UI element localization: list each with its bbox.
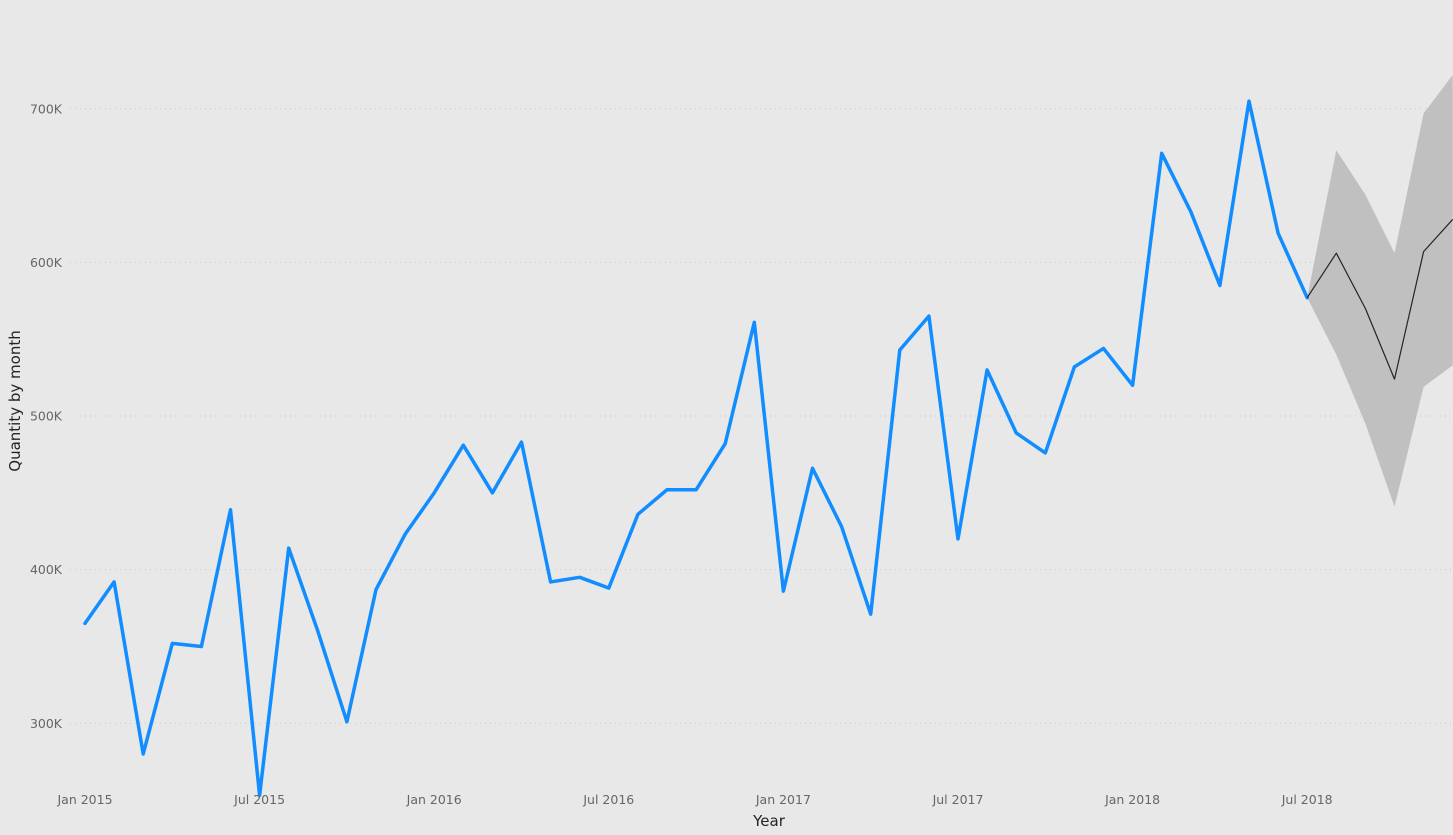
x-tick-label: Jul 2017 [932, 792, 984, 807]
x-tick-label: Jul 2016 [582, 792, 634, 807]
series-layer [83, 99, 1309, 798]
x-axis-ticks: Jan 2015 Jul 2015 Jan 2016 Jul 2016 Jan 2017… [56, 792, 1332, 807]
confidence-band [1307, 74, 1453, 507]
y-tick-label: 400K [30, 562, 63, 577]
y-tick-label: 600K [30, 255, 63, 270]
y-axis-ticks: 300K 400K 500K 600K 700K [30, 101, 63, 730]
x-axis-title: Year [752, 812, 786, 830]
x-tick-label: Jul 2015 [233, 792, 285, 807]
forecast-layer [1306, 218, 1453, 380]
y-axis-title: Quantity by month [6, 330, 24, 471]
y-tick-label: 700K [30, 101, 63, 116]
x-tick-label: Jan 2016 [406, 792, 462, 807]
series-line [83, 99, 1309, 798]
y-tick-label: 300K [30, 716, 63, 731]
forecast-line [1306, 218, 1453, 380]
gridlines [70, 108, 1453, 724]
x-tick-label: Jan 2018 [1104, 792, 1160, 807]
x-tick-label: Jul 2018 [1281, 792, 1333, 807]
forecast-confidence-band [1307, 74, 1453, 507]
x-tick-label: Jan 2017 [755, 792, 811, 807]
x-tick-label: Jan 2015 [56, 792, 112, 807]
y-tick-label: 500K [30, 409, 63, 424]
